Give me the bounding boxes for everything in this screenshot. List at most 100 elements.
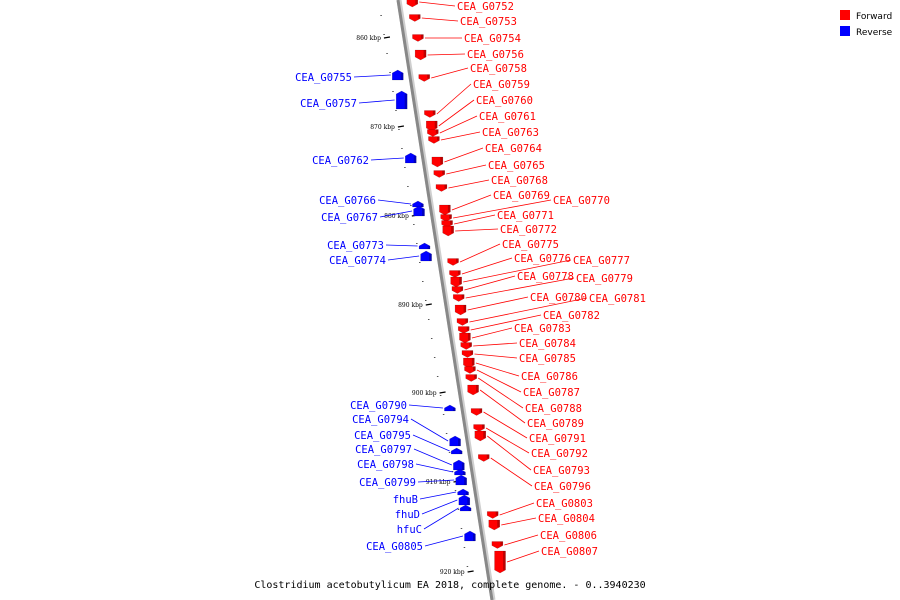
gene-label-CEA_G0770[interactable]: CEA_G0770 [553,195,610,207]
gene-label-CEA_G0804[interactable]: CEA_G0804 [538,513,595,525]
gene-feature-CEA_G0758[interactable] [418,74,430,82]
gene-feature-CEA_G0798[interactable] [454,468,466,476]
gene-label-CEA_G0788[interactable]: CEA_G0788 [525,403,582,415]
gene-label-CEA_G0756[interactable]: CEA_G0756 [467,49,524,61]
gene-feature-CEA_G0759[interactable] [424,110,436,118]
gene-feature-CEA_G0804[interactable] [488,519,500,531]
gene-label-CEA_G0771[interactable]: CEA_G0771 [497,210,554,222]
gene-label-CEA_G0792[interactable]: CEA_G0792 [531,448,588,460]
gene-feature-CEA_G0773[interactable] [418,242,431,250]
gene-feature-CEA_G0797[interactable] [453,459,465,471]
gene-label-CEA_G0757[interactable]: CEA_G0757 [300,98,357,110]
gene-label-CEA_G0769[interactable]: CEA_G0769 [493,190,550,202]
gene-label-CEA_G0790[interactable]: CEA_G0790 [350,400,407,412]
gene-feature-CEA_G0762[interactable] [405,152,417,164]
gene-feature-CEA_G0806[interactable] [491,541,504,549]
gene-feature-CEA_G0807[interactable] [494,550,506,574]
gene-label-CEA_G0794[interactable]: CEA_G0794 [352,414,409,426]
gene-feature-hfuC[interactable] [459,504,472,512]
gene-feature-CEA_G0799[interactable] [455,474,467,486]
gene-label-CEA_G0776[interactable]: CEA_G0776 [514,253,571,265]
gene-label-fhuB[interactable]: fhuB [393,494,418,506]
gene-label-hfuC[interactable]: hfuC [397,524,422,536]
gene-feature-CEA_G0763[interactable] [428,136,440,144]
gene-label-fhuD[interactable]: fhuD [395,509,420,521]
gene-feature-CEA_G0796[interactable] [478,454,490,462]
gene-feature-CEA_G0769[interactable] [439,204,451,216]
gene-label-CEA_G0766[interactable]: CEA_G0766 [319,195,376,207]
gene-label-CEA_G0752[interactable]: CEA_G0752 [457,1,514,13]
gene-label-CEA_G0786[interactable]: CEA_G0786 [521,371,578,383]
gene-label-CEA_G0806[interactable]: CEA_G0806 [540,530,597,542]
gene-label-CEA_G0793[interactable]: CEA_G0793 [533,465,590,477]
gene-label-CEA_G0774[interactable]: CEA_G0774 [329,255,386,267]
gene-label-CEA_G0762[interactable]: CEA_G0762 [312,155,369,167]
gene-feature-CEA_G0756[interactable] [414,49,427,61]
gene-label-CEA_G0797[interactable]: CEA_G0797 [355,444,412,456]
gene-feature-CEA_G0757[interactable] [395,90,408,110]
gene-label-CEA_G0755[interactable]: CEA_G0755 [295,72,352,84]
gene-label-CEA_G0779[interactable]: CEA_G0779 [576,273,633,285]
gene-label-CEA_G0759[interactable]: CEA_G0759 [473,79,530,91]
gene-label-CEA_G0787[interactable]: CEA_G0787 [523,387,580,399]
gene-label-CEA_G0789[interactable]: CEA_G0789 [527,418,584,430]
gene-label-CEA_G0773[interactable]: CEA_G0773 [327,240,384,252]
gene-feature-CEA_G0790[interactable] [444,404,456,412]
gene-label-CEA_G0763[interactable]: CEA_G0763 [482,127,539,139]
gene-label-CEA_G0783[interactable]: CEA_G0783 [514,323,571,335]
gene-feature-CEA_G0770[interactable] [440,214,452,222]
gene-feature-CEA_G0775[interactable] [447,258,459,266]
gene-label-CEA_G0784[interactable]: CEA_G0784 [519,338,576,350]
gene-feature-CEA_G0777[interactable] [450,276,462,288]
gene-label-CEA_G0765[interactable]: CEA_G0765 [488,160,545,172]
gene-feature-CEA_G0782[interactable] [457,326,470,334]
gene-feature-CEA_G0772[interactable] [442,225,454,237]
gene-label-CEA_G0791[interactable]: CEA_G0791 [529,433,586,445]
gene-feature-CEA_G0794[interactable] [449,435,461,447]
gene-feature-CEA_G0766[interactable] [412,200,424,208]
gene-feature-CEA_G0774[interactable] [420,250,432,262]
gene-feature-fhuB[interactable] [457,488,469,496]
gene-feature-CEA_G0785[interactable] [461,350,474,358]
gene-feature-CEA_G0805[interactable] [464,530,476,542]
gene-feature-CEA_G0761[interactable] [427,129,439,137]
gene-feature-CEA_G0752[interactable] [406,0,419,8]
gene-feature-CEA_G0793[interactable] [474,430,487,442]
gene-feature-CEA_G0753[interactable] [409,14,421,22]
gene-feature-CEA_G0780[interactable] [454,304,467,316]
gene-feature-CEA_G0765[interactable] [433,170,446,178]
gene-label-CEA_G0754[interactable]: CEA_G0754 [464,33,521,45]
gene-feature-CEA_G0764[interactable] [431,156,444,168]
gene-feature-CEA_G0767[interactable] [413,205,425,217]
gene-label-CEA_G0753[interactable]: CEA_G0753 [460,16,517,28]
gene-label-CEA_G0768[interactable]: CEA_G0768 [491,175,548,187]
gene-feature-CEA_G0792[interactable] [473,424,485,432]
gene-feature-CEA_G0803[interactable] [486,511,499,519]
gene-feature-CEA_G0795[interactable] [450,447,463,455]
gene-label-CEA_G0795[interactable]: CEA_G0795 [354,430,411,442]
gene-feature-CEA_G0779[interactable] [452,294,465,302]
gene-label-CEA_G0760[interactable]: CEA_G0760 [476,95,533,107]
gene-feature-CEA_G0755[interactable] [392,69,404,81]
gene-label-CEA_G0758[interactable]: CEA_G0758 [470,63,527,75]
gene-feature-CEA_G0784[interactable] [460,342,472,350]
gene-feature-CEA_G0783[interactable] [459,332,471,344]
gene-label-CEA_G0807[interactable]: CEA_G0807 [541,546,598,558]
gene-label-CEA_G0780[interactable]: CEA_G0780 [530,292,587,304]
gene-label-CEA_G0777[interactable]: CEA_G0777 [573,255,630,267]
gene-label-CEA_G0761[interactable]: CEA_G0761 [479,111,536,123]
gene-feature-CEA_G0791[interactable] [470,408,483,416]
gene-label-CEA_G0778[interactable]: CEA_G0778 [517,271,574,283]
gene-label-CEA_G0799[interactable]: CEA_G0799 [359,477,416,489]
gene-feature-fhuD[interactable] [458,494,471,506]
gene-feature-CEA_G0788[interactable] [465,374,477,382]
gene-label-CEA_G0805[interactable]: CEA_G0805 [366,541,423,553]
gene-label-CEA_G0772[interactable]: CEA_G0772 [500,224,557,236]
gene-feature-CEA_G0787[interactable] [464,366,476,374]
gene-label-CEA_G0781[interactable]: CEA_G0781 [589,293,646,305]
gene-feature-CEA_G0781[interactable] [456,318,469,326]
gene-feature-CEA_G0776[interactable] [449,270,461,278]
gene-label-CEA_G0767[interactable]: CEA_G0767 [321,212,378,224]
gene-feature-CEA_G0768[interactable] [435,184,448,192]
gene-label-CEA_G0796[interactable]: CEA_G0796 [534,481,591,493]
